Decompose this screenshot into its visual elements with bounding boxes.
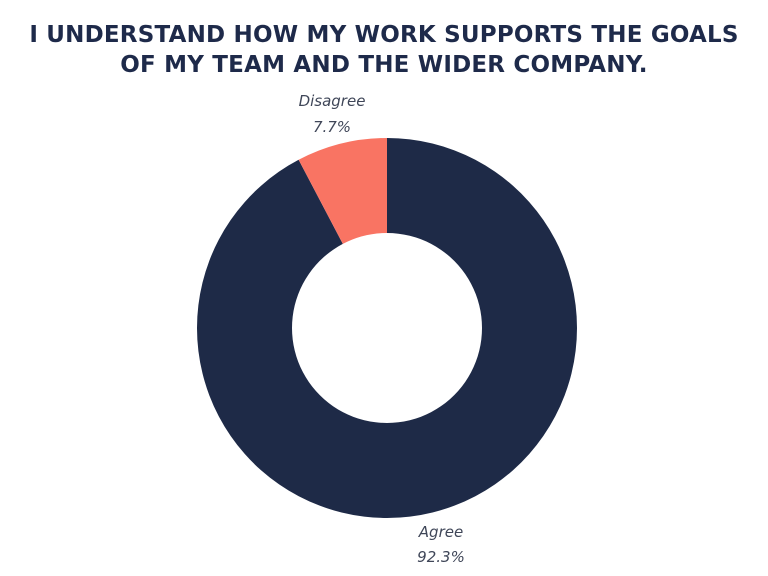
labels-group: Disagree 7.7% Agree 92.3% — [299, 92, 465, 566]
slice-agree — [197, 138, 578, 518]
agree-category-label: Agree — [418, 523, 463, 541]
chart-title-line-1: I UNDERSTAND HOW MY WORK SUPPORTS THE GO… — [29, 22, 739, 48]
disagree-value-label: 7.7% — [313, 118, 351, 136]
agree-value-label: 92.3% — [417, 548, 465, 566]
disagree-category-label: Disagree — [299, 92, 366, 110]
slice-disagree — [298, 138, 387, 244]
slices-group — [197, 138, 578, 518]
chart-title-line-2: OF MY TEAM AND THE WIDER COMPANY. — [120, 52, 648, 78]
chart-title: I UNDERSTAND HOW MY WORK SUPPORTS THE GO… — [0, 20, 768, 80]
